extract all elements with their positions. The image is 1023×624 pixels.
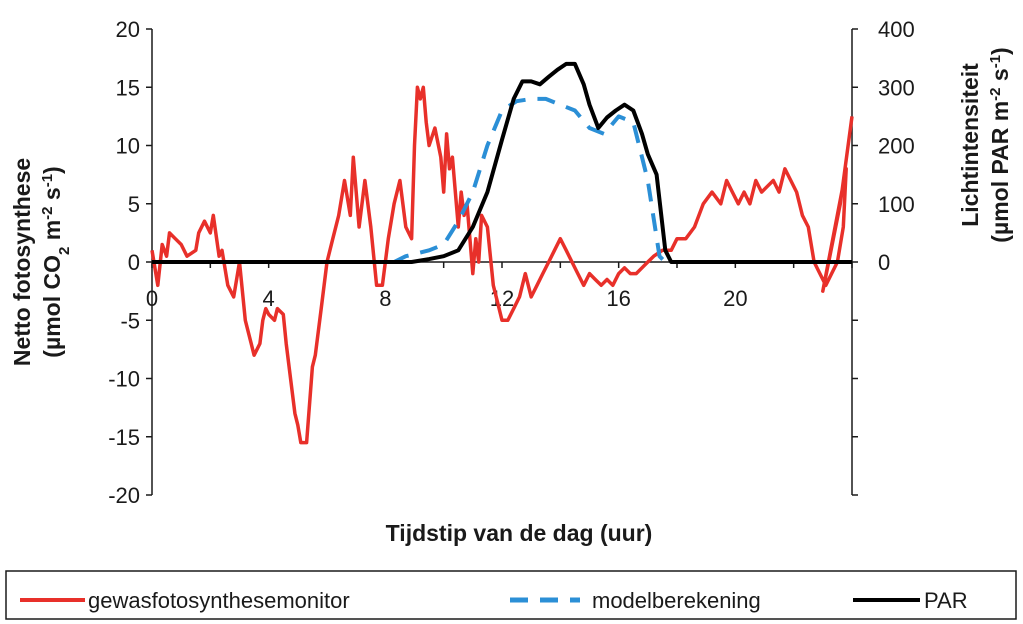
y2-axis-title-part: ): [987, 47, 1013, 55]
y2-axis-title-line2: (µmol PAR m-2 s-1): [987, 47, 1014, 242]
y-tick-label: -20: [108, 483, 140, 508]
x-tick-label: 20: [723, 286, 747, 311]
y-axis-title-part: -2: [39, 206, 56, 219]
y-tick-label: 5: [128, 192, 140, 217]
x-tick-label: 16: [606, 286, 630, 311]
y2-tick-label: 200: [878, 134, 915, 159]
y2-tick-label: 100: [878, 192, 915, 217]
y2-tick-label: 0: [878, 250, 890, 275]
y-axis-title-part: s: [39, 187, 65, 206]
legend-label-gewasfotosynthesemonitor: gewasfotosynthesemonitor: [88, 588, 350, 613]
y-tick-label: 20: [116, 17, 140, 42]
legend-frame: [5, 570, 1017, 620]
y-axis-title-part: (µmol CO: [39, 255, 65, 358]
y-axis-title-line2: (µmol CO2 m-2 s-1): [39, 166, 73, 357]
legend: gewasfotosynthesemonitor modelberekening…: [5, 570, 1017, 620]
y-tick-label: 15: [116, 75, 140, 100]
y-axis-title-left: Netto fotosynthese (µmol CO2 m-2 s-1): [9, 158, 73, 366]
series-line-modelberekening: [152, 96, 852, 264]
y2-axis-title-part: s: [987, 68, 1013, 87]
y-tick-label: -5: [120, 308, 140, 333]
y2-axis-title-line1: Lichtintensiteit: [957, 63, 983, 227]
y-axis-title-right: Lichtintensiteit (µmol PAR m-2 s-1): [957, 47, 1013, 242]
y2-axis-title-part: (µmol PAR m: [987, 101, 1013, 243]
labels: Tijdstip van de dag (uur) Netto fotosynt…: [9, 47, 1013, 546]
y-tick-label: -15: [108, 425, 140, 450]
y-axis-title-part: ): [39, 166, 65, 174]
y2-tick-label: 300: [878, 75, 915, 100]
y2-tick-label: 400: [878, 17, 915, 42]
legend-label-modelberekening: modelberekening: [592, 588, 761, 613]
y-axis-title-part: m: [39, 220, 65, 247]
x-tick-label: 0: [146, 286, 158, 311]
series-line-par: [152, 61, 852, 264]
y2-axis-title-part: -1: [987, 55, 1004, 68]
y-axis-title-line1: Netto fotosynthese: [9, 158, 35, 366]
x-tick-label: 8: [379, 286, 391, 311]
y-tick-label: -10: [108, 367, 140, 392]
y-axis-title-part: -1: [39, 174, 56, 187]
y2-axis-title-part: -2: [987, 87, 1004, 100]
y-axis-title-part: 2: [56, 247, 73, 255]
series-layer: [150, 61, 854, 445]
y-tick-label: 10: [116, 134, 140, 159]
y-tick-label: 0: [128, 250, 140, 275]
legend-label-par: PAR: [924, 588, 968, 613]
x-tick-label: 4: [263, 286, 275, 311]
x-axis-title: Tijdstip van de dag (uur): [386, 520, 653, 546]
